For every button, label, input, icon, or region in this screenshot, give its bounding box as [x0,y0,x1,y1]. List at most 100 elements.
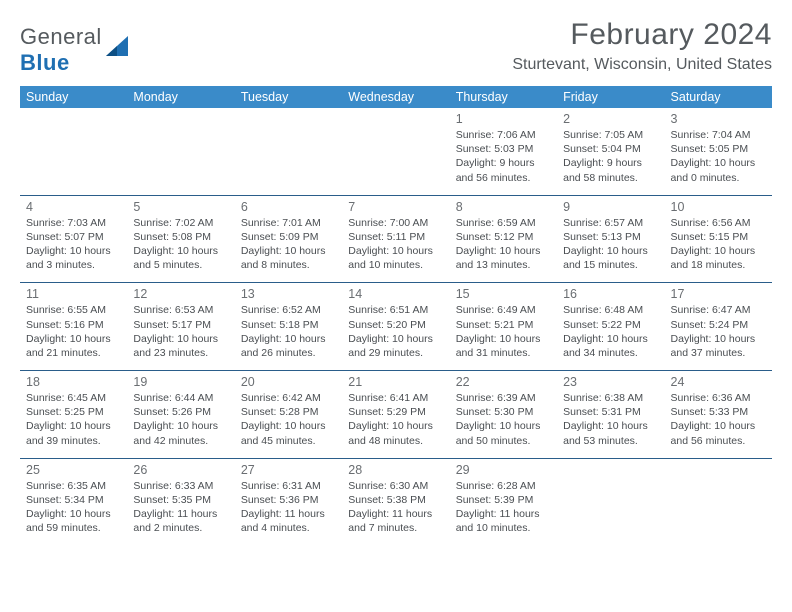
day-number: 28 [348,463,443,477]
sun-line: Daylight: 11 hours [456,507,551,521]
month-title: February 2024 [512,18,772,52]
weekday-header: Monday [127,86,234,108]
sun-line: Daylight: 10 hours [26,419,121,433]
sun-line: and 42 minutes. [133,434,228,448]
calendar-cell: 29Sunrise: 6:28 AMSunset: 5:39 PMDayligh… [450,458,557,545]
day-number: 19 [133,375,228,389]
sun-line: Sunrise: 7:06 AM [456,128,551,142]
sun-line: and 34 minutes. [563,346,658,360]
calendar-cell [20,108,127,195]
logo-text: General Blue [20,24,102,76]
calendar-cell: 14Sunrise: 6:51 AMSunset: 5:20 PMDayligh… [342,283,449,371]
sun-line: Daylight: 11 hours [348,507,443,521]
calendar-cell: 20Sunrise: 6:42 AMSunset: 5:28 PMDayligh… [235,371,342,459]
sun-line: Sunset: 5:24 PM [671,318,766,332]
day-number: 9 [563,200,658,214]
sun-line: Daylight: 10 hours [26,244,121,258]
sun-line: Sunrise: 7:02 AM [133,216,228,230]
sun-line: and 56 minutes. [456,171,551,185]
calendar-week: 1 Sunrise: 7:06 AMSunset: 5:03 PM Daylight… [20,108,772,195]
sun-line: and 56 minutes. [671,434,766,448]
day-number: 8 [456,200,551,214]
day-number: 18 [26,375,121,389]
calendar-cell: 26Sunrise: 6:33 AMSunset: 5:35 PMDayligh… [127,458,234,545]
calendar-cell: 15Sunrise: 6:49 AMSunset: 5:21 PMDayligh… [450,283,557,371]
calendar-cell: 4Sunrise: 7:03 AMSunset: 5:07 PMDaylight… [20,195,127,283]
sun-line: Sunset: 5:31 PM [563,405,658,419]
sun-line: Daylight: 10 hours [671,419,766,433]
sun-line: Sunrise: 7:00 AM [348,216,443,230]
sun-line: Daylight: 10 hours [26,332,121,346]
calendar-cell: 13Sunrise: 6:52 AMSunset: 5:18 PMDayligh… [235,283,342,371]
sun-line: Sunrise: 7:04 AM [671,128,766,142]
sun-line: Daylight: 10 hours [563,244,658,258]
sun-line: and 50 minutes. [456,434,551,448]
sun-line: and 10 minutes. [456,521,551,535]
sun-line: Sunrise: 7:05 AM [563,128,658,142]
sun-line: and 53 minutes. [563,434,658,448]
day-number: 16 [563,287,658,301]
calendar-cell: 5Sunrise: 7:02 AMSunset: 5:08 PMDaylight… [127,195,234,283]
sun-line: Sunrise: 6:59 AM [456,216,551,230]
sun-line: and 37 minutes. [671,346,766,360]
sun-line: Sunrise: 6:31 AM [241,479,336,493]
sun-line: and 45 minutes. [241,434,336,448]
day-number: 2 [563,112,658,126]
sun-line: and 13 minutes. [456,258,551,272]
sun-line: Sunset: 5:20 PM [348,318,443,332]
calendar-cell [557,458,664,545]
sun-line: Sunset: 5:09 PM [241,230,336,244]
day-number: 14 [348,287,443,301]
sun-line: Sunrise: 7:01 AM [241,216,336,230]
day-number: 17 [671,287,766,301]
sun-line: Sunrise: 7:03 AM [26,216,121,230]
calendar-cell [665,458,772,545]
sun-line: Sunrise: 6:56 AM [671,216,766,230]
sun-line: Daylight: 10 hours [671,156,766,170]
calendar-cell: 7Sunrise: 7:00 AMSunset: 5:11 PMDaylight… [342,195,449,283]
day-number: 4 [26,200,121,214]
calendar-cell [127,108,234,195]
sun-line: Daylight: 10 hours [671,244,766,258]
sun-line: and 2 minutes. [133,521,228,535]
sun-line: Daylight: 10 hours [241,419,336,433]
day-number: 11 [26,287,121,301]
logo-name: General [20,24,102,49]
calendar-cell: 12Sunrise: 6:53 AMSunset: 5:17 PMDayligh… [127,283,234,371]
calendar-cell: 16Sunrise: 6:48 AMSunset: 5:22 PMDayligh… [557,283,664,371]
day-number: 3 [671,112,766,126]
day-number: 1 [456,112,551,126]
sun-line: Sunrise: 6:53 AM [133,303,228,317]
sun-line: Sunset: 5:03 PM [456,142,551,156]
sun-line: Daylight: 10 hours [348,244,443,258]
sun-line: and 31 minutes. [456,346,551,360]
sun-line: Sunrise: 6:48 AM [563,303,658,317]
sun-line: and 23 minutes. [133,346,228,360]
day-number: 20 [241,375,336,389]
day-number: 24 [671,375,766,389]
sun-line: Sunrise: 6:49 AM [456,303,551,317]
sun-line: Sunrise: 6:30 AM [348,479,443,493]
sun-line: Daylight: 10 hours [671,332,766,346]
day-number: 22 [456,375,551,389]
calendar-week: 18Sunrise: 6:45 AMSunset: 5:25 PMDayligh… [20,371,772,459]
sun-line: Sunset: 5:38 PM [348,493,443,507]
calendar-cell: 9Sunrise: 6:57 AMSunset: 5:13 PMDaylight… [557,195,664,283]
sun-line: Sunset: 5:33 PM [671,405,766,419]
sun-line: and 3 minutes. [26,258,121,272]
calendar-cell: 23Sunrise: 6:38 AMSunset: 5:31 PMDayligh… [557,371,664,459]
sun-line: Sunset: 5:39 PM [456,493,551,507]
sun-line: Daylight: 10 hours [133,419,228,433]
weekday-header: Tuesday [235,86,342,108]
calendar-cell: 27Sunrise: 6:31 AMSunset: 5:36 PMDayligh… [235,458,342,545]
sun-line: Daylight: 10 hours [133,332,228,346]
sun-line: Daylight: 11 hours [133,507,228,521]
sun-line: Sunset: 5:25 PM [26,405,121,419]
sun-line: Daylight: 9 hours [563,156,658,170]
day-number: 25 [26,463,121,477]
sun-line: and 18 minutes. [671,258,766,272]
sun-line: Sunset: 5:08 PM [133,230,228,244]
calendar-cell: 28 Sunrise: 6:30 AMSunset: 5:38 PMDayligh… [342,458,449,545]
sun-line: Sunrise: 6:36 AM [671,391,766,405]
sail-icon [106,36,134,65]
